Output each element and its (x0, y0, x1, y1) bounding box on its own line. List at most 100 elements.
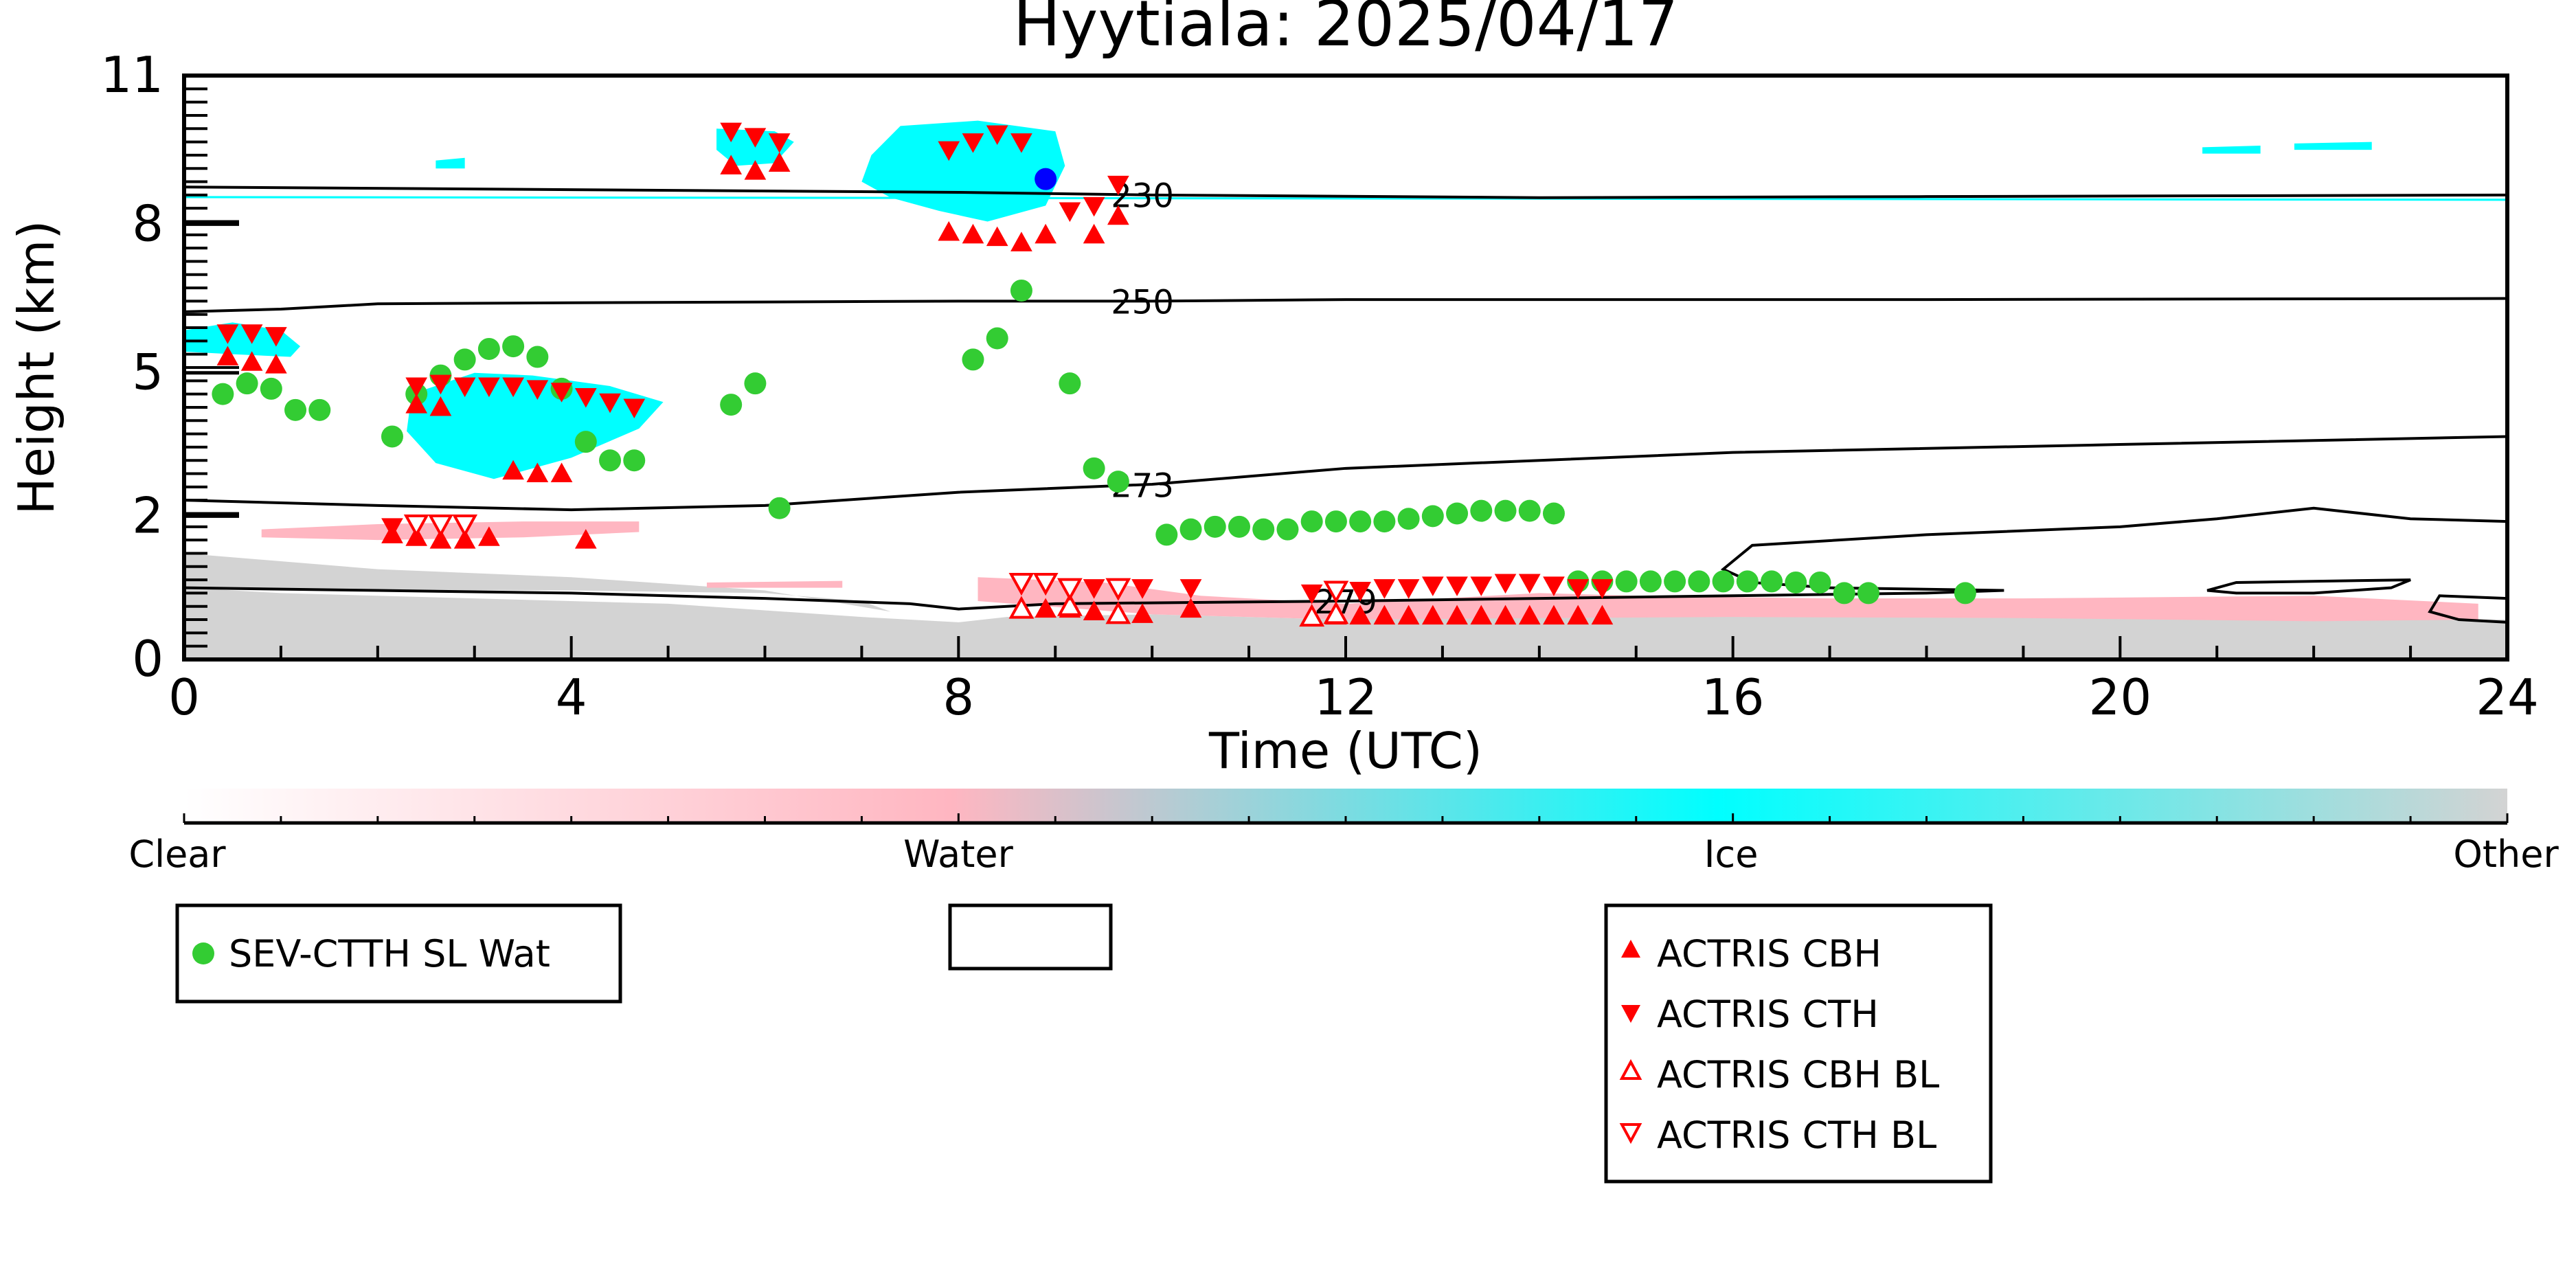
sev-ctth-sl-wat-point (962, 348, 984, 371)
contour-line-5 (2206, 578, 2411, 595)
actris-cbh-point (986, 226, 1008, 247)
sev-ctth-sl-wat-point (1688, 570, 1710, 593)
actris-cbh-point (1470, 605, 1493, 625)
sev-ctth-sl-wat-point (1397, 508, 1420, 530)
actris-cbh-point (502, 460, 524, 480)
actris-cth-point (768, 133, 791, 153)
actris-cbh-point (1373, 605, 1396, 625)
actris-cbh-point (1591, 605, 1614, 625)
actris-cbh-point (962, 223, 984, 244)
contour-label-250: 250 (1111, 283, 1174, 321)
sev-ctth-sl-wat-point (1373, 510, 1396, 533)
colorbar-label-clear: Clear (128, 833, 226, 876)
actris-cth-point (265, 327, 287, 347)
actris-cth-point (429, 374, 452, 395)
actris-cbh-point (216, 346, 239, 366)
sev-ctth-sl-wat-point (768, 497, 791, 519)
y-tick-label: 2 (132, 486, 163, 544)
legend-label-actris-cbh-bl: ACTRIS CBH BL (1657, 1053, 1939, 1096)
y-tick-label: 0 (132, 630, 163, 688)
cloud-region-ice-9 (436, 157, 465, 169)
sev-ctth-sl-wat-point (381, 425, 403, 448)
actris-cth-point (1494, 574, 1517, 594)
actris-cth-point (744, 128, 767, 148)
sev-ctth-sl-wat-point (599, 449, 622, 472)
sev-ctth-sl-wat-point (1010, 279, 1032, 302)
sev-ctth-sl-wat-point (1155, 523, 1178, 546)
actris-cth-point (938, 141, 960, 161)
x-tick-label: 16 (1702, 668, 1765, 726)
legend-marker-actris-cth-bl (1619, 1123, 1642, 1144)
legend-box-right: ACTRIS CBH ACTRIS CTH ACTRIS CBH BL ACTR… (1604, 903, 1993, 1184)
sev-ctth-sl-wat-point (720, 394, 743, 416)
actris-cbh-point (1349, 605, 1371, 625)
actris-cbh-point (405, 394, 428, 414)
actris-cth-point (1397, 579, 1420, 599)
sev-ctth-sl-wat-point (1083, 457, 1105, 479)
sev-ctth-sl-wat-point (1736, 570, 1759, 593)
legend-marker-actris-cbh (1621, 940, 1640, 958)
x-tick-label: 20 (2089, 668, 2152, 726)
cloud-region-water-2 (261, 521, 640, 541)
contour-line-279 (184, 586, 2004, 611)
actris-cth-point (599, 393, 621, 414)
series-1-point (1035, 168, 1057, 190)
sev-ctth-sl-wat-point (284, 398, 307, 421)
actris-cbh-point (1179, 598, 1202, 618)
sev-ctth-sl-wat-point (1542, 502, 1565, 525)
cloud-region-ice-10 (2202, 146, 2261, 154)
sev-ctth-sl-wat-point (1059, 372, 1081, 395)
y-tick-label: 8 (132, 194, 163, 252)
y-tick-label: 5 (132, 343, 163, 401)
sev-ctth-sl-wat-point (574, 431, 597, 453)
contour-line-6 (2428, 594, 2507, 624)
actris-cth-point (1591, 579, 1614, 599)
actris-cbh-bl-point (1299, 604, 1325, 627)
actris-cth-point (1567, 579, 1590, 599)
actris-cbh-point (240, 351, 263, 371)
actris-cbh-point (720, 155, 743, 174)
sev-ctth-sl-wat-point (308, 398, 331, 421)
actris-cbh-point (1035, 598, 1057, 618)
x-tick-label: 0 (168, 668, 200, 726)
legend-box-middle-frame (948, 903, 1113, 971)
sev-ctth-sl-wat-point (1712, 570, 1735, 593)
sev-ctth-sl-wat-point (236, 372, 258, 395)
actris-cbh-point (265, 354, 287, 374)
actris-cth-point (720, 122, 743, 143)
sev-ctth-sl-wat-point (1252, 518, 1275, 541)
sev-ctth-sl-wat-point (1349, 510, 1372, 533)
contour-label-279: 279 (1314, 583, 1377, 622)
contour-line-4 (1720, 506, 2507, 592)
actris-cbh-point (1131, 603, 1153, 623)
actris-cth-bl-point (403, 514, 429, 538)
sev-ctth-sl-wat-point (1761, 570, 1783, 593)
plot-frame (182, 74, 2509, 662)
sev-ctth-sl-wat-point (1639, 570, 1662, 593)
legend-marker-actris-cbh-bl (1619, 1059, 1642, 1080)
actris-cth-point (574, 388, 597, 408)
sev-ctth-sl-wat-point (1518, 499, 1541, 522)
sev-ctth-sl-wat-point (526, 346, 549, 368)
actris-cbh-bl-point (1105, 601, 1131, 624)
sev-ctth-sl-wat-point (1470, 499, 1493, 522)
sev-ctth-sl-wat-point (1446, 502, 1469, 525)
actris-cth-point (526, 380, 549, 400)
actris-cth-point (623, 398, 646, 418)
cloud-region-water-3 (706, 580, 843, 588)
actris-cth-point (1059, 202, 1081, 223)
sev-ctth-sl-wat-point (453, 348, 476, 371)
legend-label-actris-cbh: ACTRIS CBH (1657, 932, 1882, 975)
sev-ctth-sl-wat-point (502, 335, 525, 358)
colorbar-label-other: Other (2453, 833, 2559, 876)
sev-ctth-sl-wat-point (477, 337, 500, 360)
actris-cth-bl-point (1323, 580, 1349, 604)
legend-label-actris-cth-bl: ACTRIS CTH BL (1657, 1114, 1936, 1157)
sev-ctth-sl-wat-point (1494, 499, 1517, 522)
colorbar: Clear Water Ice Other (128, 789, 2559, 876)
actris-cth-point (1083, 196, 1105, 217)
actris-cth-point (502, 377, 524, 398)
sev-ctth-sl-wat-point (260, 377, 282, 400)
actris-cbh-point (1494, 605, 1517, 625)
